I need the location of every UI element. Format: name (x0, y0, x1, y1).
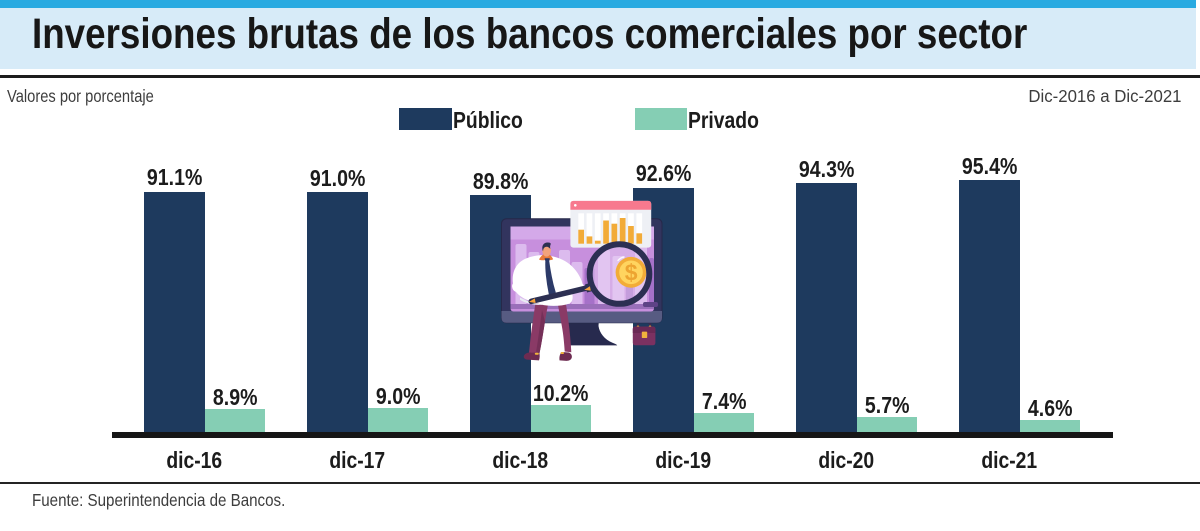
svg-text:$: $ (625, 259, 638, 285)
